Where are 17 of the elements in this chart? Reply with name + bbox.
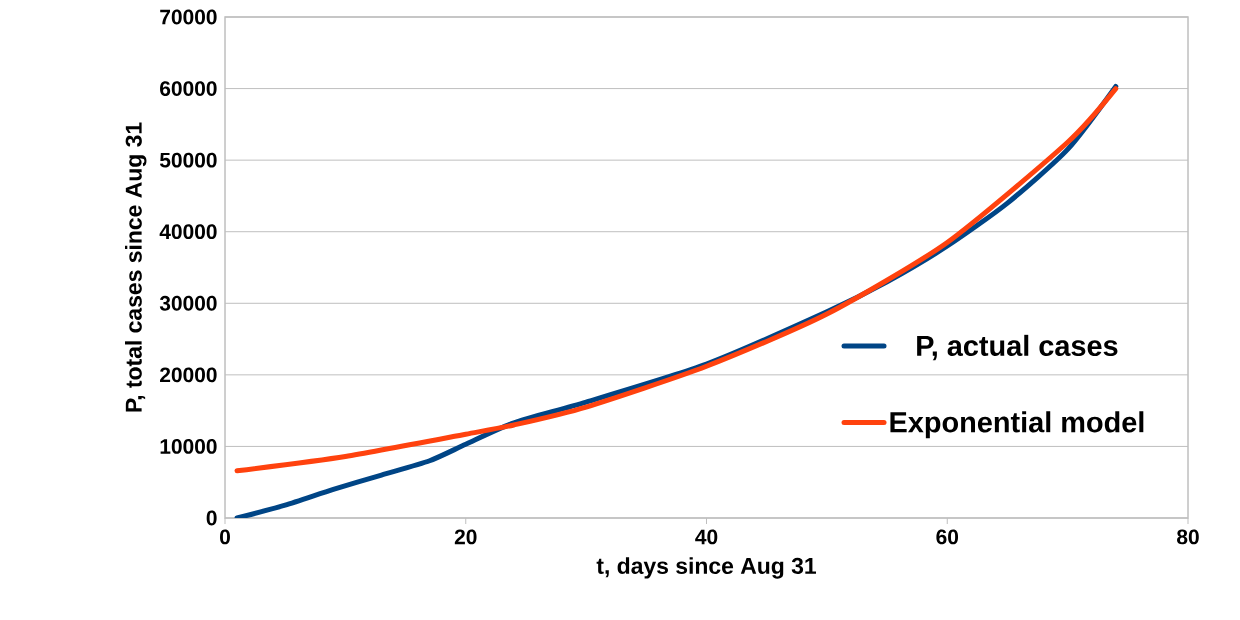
y-tick-label: 40000 bbox=[159, 224, 217, 240]
y-tick-label: 60000 bbox=[160, 81, 217, 96]
legend-label: Exponential model bbox=[890, 411, 1144, 439]
y-axis-title: P, total cases since Aug 31 bbox=[125, 122, 147, 412]
y-tick-label: 20000 bbox=[160, 367, 217, 383]
x-tick-label: 40 bbox=[695, 529, 718, 545]
x-axis-title: t, days since Aug 31 bbox=[596, 557, 817, 579]
x-tick-label: 60 bbox=[936, 529, 959, 545]
x-tick-label: 0 bbox=[220, 529, 230, 545]
y-tick-label: 10000 bbox=[160, 439, 217, 454]
y-tick-label: 0 bbox=[206, 510, 217, 526]
x-tick-label: 80 bbox=[1177, 529, 1199, 545]
y-tick-label: 50000 bbox=[159, 152, 217, 168]
legend-label: P, actual cases bbox=[917, 334, 1118, 361]
y-tick-label: 30000 bbox=[159, 295, 217, 311]
x-tick-label: 20 bbox=[454, 529, 477, 545]
y-tick-label: 70000 bbox=[160, 9, 217, 25]
